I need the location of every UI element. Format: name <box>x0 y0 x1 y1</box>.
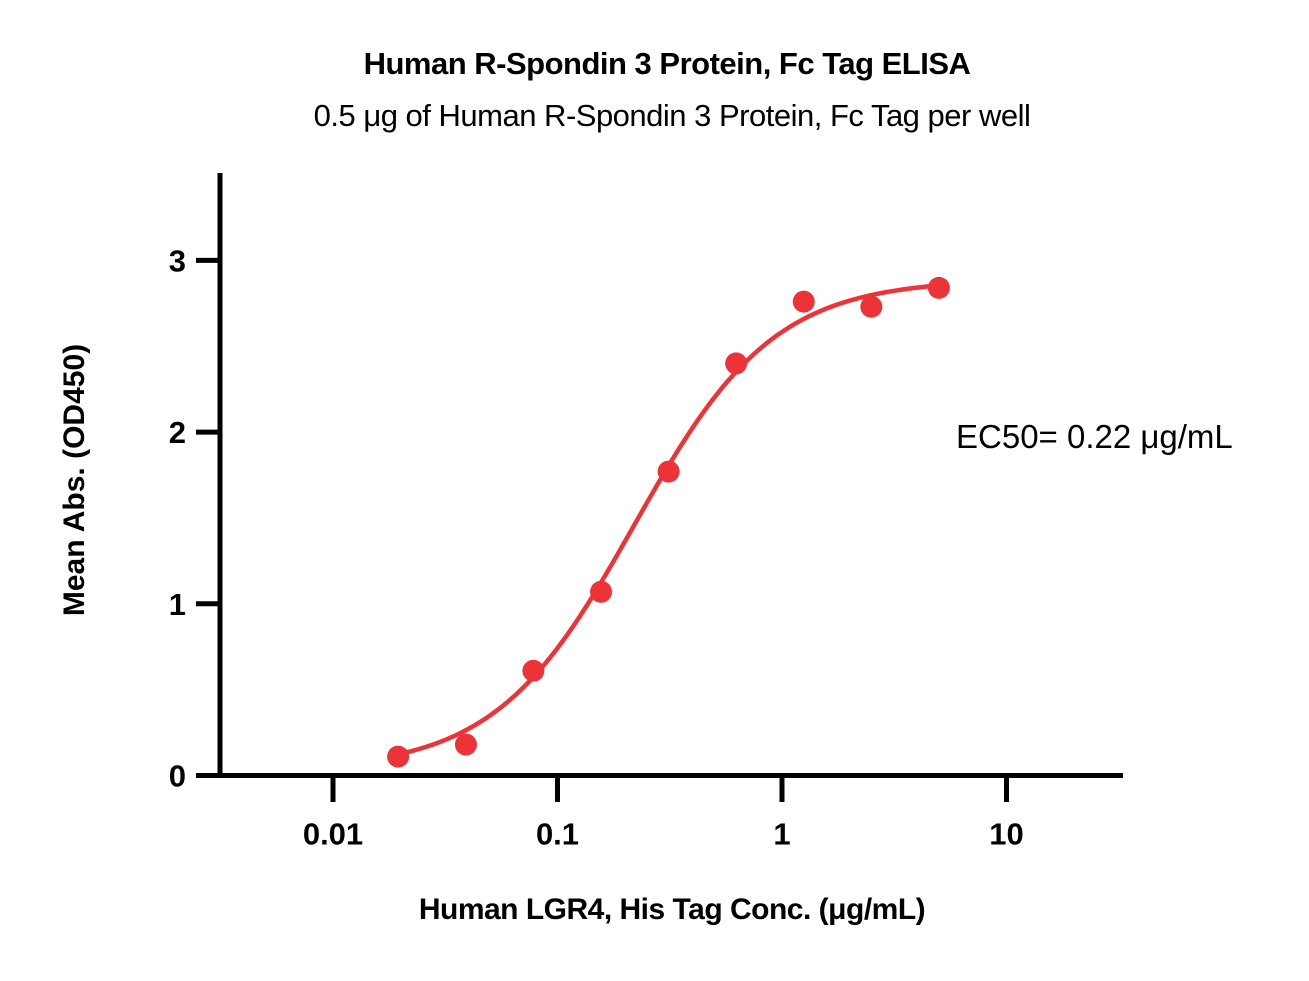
data-point <box>725 352 748 375</box>
data-point <box>454 733 477 756</box>
chart-title: Human R-Spondin 3 Protein, Fc Tag ELISA <box>363 46 971 81</box>
data-point <box>387 745 410 768</box>
data-point <box>792 290 815 313</box>
x-tick-label: 1 <box>773 817 790 852</box>
fit-curve <box>395 283 942 757</box>
y-tick-label: 2 <box>169 415 186 450</box>
y-tick-label: 1 <box>169 587 186 622</box>
ec50-annotation: EC50= 0.22 μg/mL <box>956 418 1233 455</box>
x-tick-label: 0.01 <box>303 817 363 852</box>
data-point <box>522 659 545 682</box>
data-point <box>927 276 950 299</box>
y-tick-label: 0 <box>169 759 186 794</box>
data-point <box>860 295 883 318</box>
x-tick-label: 10 <box>989 817 1023 852</box>
chart-subtitle: 0.5 μg of Human R-Spondin 3 Protein, Fc … <box>313 98 1031 133</box>
y-tick-label: 3 <box>169 243 186 278</box>
x-tick-label: 0.1 <box>536 817 579 852</box>
data-point <box>590 580 613 603</box>
data-point <box>657 460 680 483</box>
x-axis-label: Human LGR4, His Tag Conc. (μg/mL) <box>418 893 926 926</box>
